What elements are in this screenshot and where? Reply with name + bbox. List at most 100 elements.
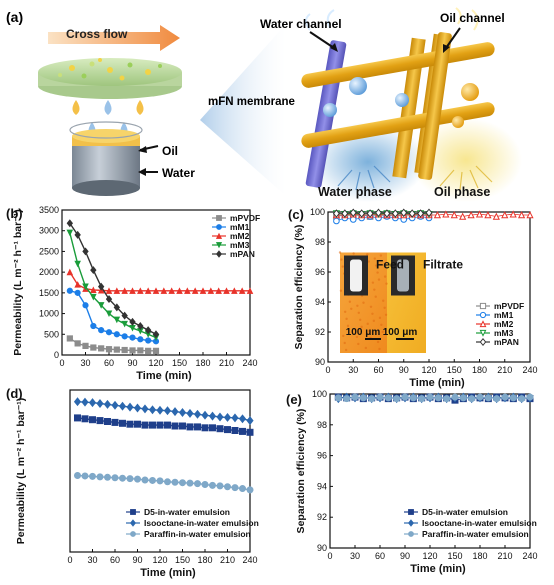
x-tick-label: 150: [447, 365, 462, 375]
y-axis-label: Permeability (L m⁻² h⁻¹ bar⁻¹): [15, 398, 27, 545]
y-tick-label: 96: [317, 451, 327, 461]
data-point: [96, 473, 104, 481]
emulsion-droplet: [377, 278, 381, 281]
x-tick-label: 0: [59, 358, 64, 368]
data-point: [145, 337, 152, 344]
data-point: [74, 281, 81, 288]
data-point: [442, 210, 450, 218]
x-tick-label: 240: [242, 555, 257, 565]
y-axis-label: Separation efficiency (%): [295, 409, 307, 534]
data-point: [393, 395, 401, 403]
legend-entry: mM1: [494, 310, 514, 320]
emulsion-droplet: [362, 301, 365, 304]
data-point: [89, 472, 97, 480]
data-point: [376, 393, 384, 401]
data-point: [105, 295, 113, 304]
data-point: [90, 266, 97, 275]
data-point: [450, 211, 458, 219]
data-point: [484, 211, 492, 219]
data-point: [468, 395, 476, 403]
x-axis-label: Time (min): [410, 563, 466, 575]
data-point: [89, 416, 97, 424]
data-point: [103, 399, 112, 409]
data-point: [137, 287, 144, 294]
legend-marker: [215, 232, 223, 239]
emulsion-droplet: [374, 264, 378, 267]
data-point: [186, 408, 194, 418]
emulsion-droplet: [376, 340, 380, 344]
y-tick-label: 94: [315, 297, 325, 307]
emulsion-droplet: [371, 312, 374, 316]
data-point: [144, 287, 152, 294]
data-point: [231, 484, 239, 492]
data-point: [82, 247, 89, 256]
data-point: [224, 426, 232, 434]
legend-entry: mPAN: [494, 337, 519, 347]
y-axis-label: Separation efficiency (%): [293, 225, 305, 350]
water-label: Water: [162, 166, 195, 180]
emulsion-droplet: [379, 254, 383, 257]
x-tick-label: 30: [350, 551, 360, 561]
data-point: [475, 210, 484, 218]
x-tick-label: 150: [447, 551, 462, 561]
data-point: [164, 478, 172, 486]
legend-entry: Paraffin-in-water emulsion: [144, 529, 251, 539]
panel-label-e: (e): [286, 392, 302, 407]
data-point: [501, 393, 509, 401]
x-tick-label: 180: [472, 551, 487, 561]
data-point: [74, 230, 81, 239]
data-point: [97, 282, 105, 291]
data-point: [121, 311, 128, 320]
x-tick-label: 210: [220, 555, 235, 565]
data-point: [216, 482, 224, 490]
x-tick-label: 120: [422, 551, 437, 561]
emulsion-droplet: [373, 257, 376, 260]
data-point: [104, 417, 112, 425]
data-point: [141, 476, 149, 484]
data-point: [96, 399, 104, 408]
data-point: [201, 424, 209, 432]
legend-entry: mPVDF: [494, 301, 524, 311]
legend-entry: Isooctane-in-water emulsion: [422, 518, 537, 528]
data-point: [459, 394, 467, 402]
data-point: [526, 393, 534, 401]
legend-entry: mM3: [494, 328, 514, 338]
y-tick-label: 1000: [39, 309, 59, 319]
legend-marker: [479, 329, 487, 337]
data-point: [156, 477, 164, 485]
data-point: [149, 421, 157, 429]
data-point: [121, 333, 128, 340]
inset-feed-label: Feed: [376, 258, 404, 272]
membrane-label: mFN membrane: [208, 96, 295, 108]
data-point: [104, 473, 112, 481]
zoom-cone: [200, 24, 286, 196]
y-tick-label: 0: [54, 350, 59, 360]
data-point: [82, 342, 89, 349]
legend-entry: mM2: [230, 231, 250, 241]
emulsion-droplet: [382, 299, 385, 302]
series-line-2: [69, 271, 250, 292]
data-point: [137, 347, 144, 354]
data-point: [74, 414, 82, 422]
data-point: [141, 404, 149, 414]
emulsion-droplet: [371, 281, 375, 284]
data-point: [152, 330, 160, 339]
legend-entry: mM2: [494, 319, 514, 329]
data-point: [201, 480, 209, 488]
data-point: [113, 346, 120, 353]
data-point: [246, 428, 254, 436]
data-point: [144, 326, 152, 335]
legend-marker: [216, 250, 222, 258]
data-point: [82, 302, 89, 309]
emulsion-droplet: [367, 260, 370, 263]
legend-marker: [479, 337, 487, 347]
data-point: [160, 287, 168, 294]
data-point: [145, 347, 152, 354]
data-point: [111, 474, 119, 482]
data-point: [179, 422, 187, 430]
cross-flow-label: Cross flow: [66, 27, 128, 41]
data-point: [224, 483, 232, 491]
x-tick-label: 0: [327, 551, 332, 561]
panel-c-chart: (c) Feed Filtrate 100 μm 100 μm 0 30 60 90 120 150…: [288, 207, 538, 389]
data-point: [368, 395, 376, 403]
